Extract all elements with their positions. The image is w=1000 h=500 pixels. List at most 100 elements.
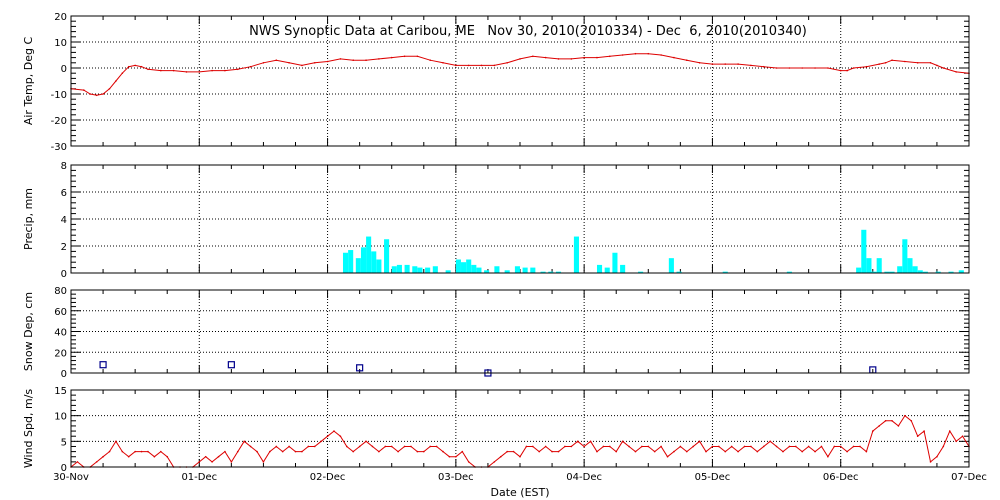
precip-bar xyxy=(861,229,867,273)
data-point xyxy=(859,445,861,448)
y-tick-label: 2 xyxy=(61,242,67,253)
data-point xyxy=(814,450,816,453)
data-point xyxy=(609,445,611,448)
data-point xyxy=(281,450,284,453)
data-point xyxy=(750,445,752,448)
data-point xyxy=(365,440,367,443)
data-point xyxy=(410,445,412,448)
data-point xyxy=(884,62,887,64)
data-point xyxy=(134,450,136,453)
precip-bar xyxy=(540,271,546,273)
data-point xyxy=(961,435,964,438)
data-point xyxy=(371,445,374,448)
data-point xyxy=(955,71,957,73)
precip-bar xyxy=(425,267,431,273)
data-point xyxy=(878,63,880,65)
data-point xyxy=(275,445,278,448)
data-point xyxy=(147,68,149,71)
precip-bar xyxy=(786,271,792,273)
data-point xyxy=(294,450,297,453)
data-point xyxy=(698,440,701,443)
data-point xyxy=(243,440,245,443)
data-point xyxy=(871,430,874,432)
data-point xyxy=(269,450,271,453)
data-point xyxy=(769,440,771,443)
precip-bar xyxy=(342,252,349,273)
data-point xyxy=(153,455,156,458)
precip-bar xyxy=(360,247,367,273)
snow-depth-point xyxy=(227,361,235,369)
data-point xyxy=(147,450,149,453)
data-point xyxy=(628,445,630,448)
precip-bar xyxy=(638,271,644,273)
data-point xyxy=(378,58,380,60)
y-tick-label: 0 xyxy=(61,269,67,280)
data-point xyxy=(198,71,201,73)
data-point xyxy=(557,58,560,60)
y-tick-label: 6 xyxy=(61,188,67,199)
data-point xyxy=(339,58,342,60)
data-point xyxy=(480,64,483,67)
data-point xyxy=(570,58,573,60)
data-point xyxy=(673,56,675,59)
precip-bar xyxy=(514,266,520,273)
y-tick-label: 10 xyxy=(54,38,67,49)
precip-bar xyxy=(722,271,728,273)
precip-bar xyxy=(922,271,928,273)
data-point xyxy=(519,455,521,458)
data-point xyxy=(846,69,848,72)
data-point xyxy=(576,440,579,443)
data-point xyxy=(166,455,169,458)
data-point xyxy=(313,445,316,448)
data-point xyxy=(134,64,136,67)
y-tick-label: 0 xyxy=(61,64,67,75)
data-point xyxy=(76,461,79,463)
precip-bar xyxy=(907,258,913,273)
data-point xyxy=(493,461,496,463)
y-tick-label: 15 xyxy=(54,386,67,397)
y-tick-label: 4 xyxy=(61,215,67,226)
precip-bar xyxy=(445,270,451,273)
data-point xyxy=(743,445,746,448)
precip-bar xyxy=(912,266,918,273)
precip-bar xyxy=(396,264,402,273)
data-point xyxy=(852,67,855,69)
data-point xyxy=(493,64,496,67)
wind_speed-series-line xyxy=(70,414,970,468)
data-point xyxy=(609,55,611,58)
precip-bar xyxy=(522,267,528,273)
data-point xyxy=(711,63,714,65)
data-point xyxy=(904,414,906,417)
precip-bar xyxy=(958,270,964,273)
data-point xyxy=(942,445,945,448)
data-point xyxy=(499,455,502,458)
data-point xyxy=(583,56,585,59)
y-tick-label: -30 xyxy=(51,142,67,153)
precip-bar xyxy=(371,251,377,273)
y-tick-label: 60 xyxy=(54,307,67,318)
data-point xyxy=(95,94,98,97)
data-point xyxy=(634,52,637,55)
data-point xyxy=(127,65,130,68)
y-axis-title: Wind Spd, m/s xyxy=(22,389,35,469)
data-point xyxy=(384,445,387,448)
data-point xyxy=(564,445,566,448)
data-point xyxy=(185,71,188,73)
data-point xyxy=(326,435,329,438)
data-point xyxy=(929,461,932,463)
data-point xyxy=(127,455,130,458)
data-point xyxy=(160,69,162,72)
data-point xyxy=(865,450,868,453)
data-point xyxy=(140,65,143,68)
data-point xyxy=(852,445,855,448)
data-point xyxy=(249,65,252,68)
data-point xyxy=(897,425,900,427)
x-tick-label: 02-Dec xyxy=(310,472,346,483)
data-point xyxy=(891,59,893,61)
data-point xyxy=(544,56,547,59)
data-point xyxy=(224,450,226,453)
data-point xyxy=(538,450,541,453)
data-point xyxy=(737,63,739,65)
data-point xyxy=(160,450,162,453)
data-point xyxy=(788,445,791,448)
